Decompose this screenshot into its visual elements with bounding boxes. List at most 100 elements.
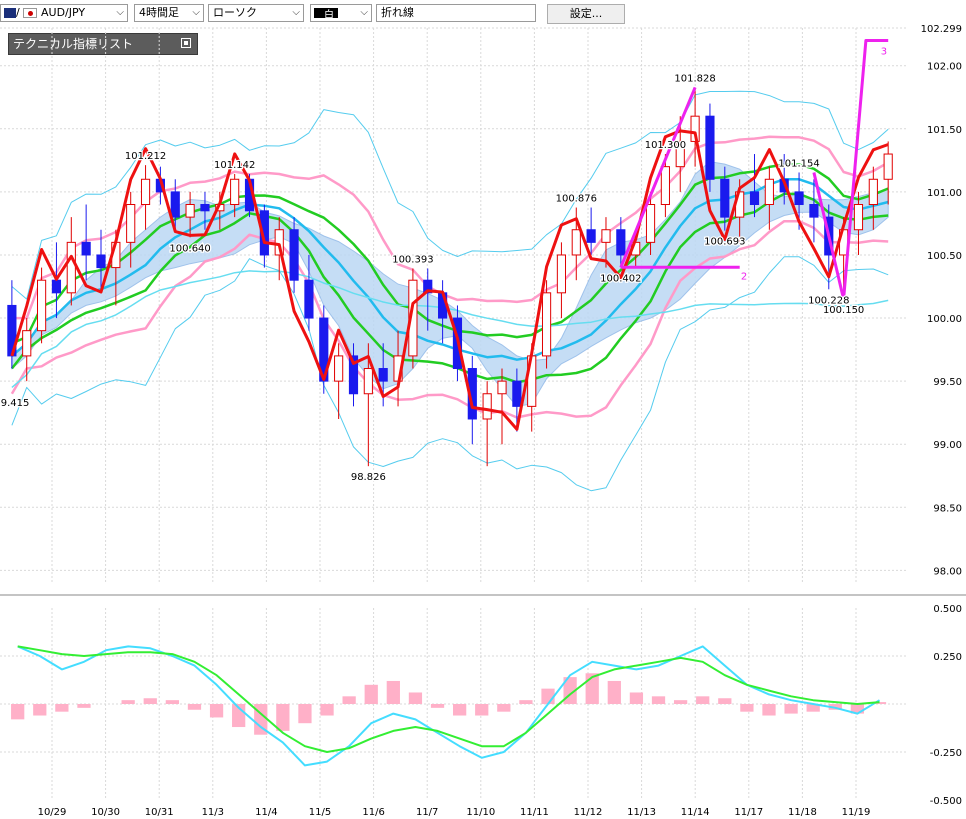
candle-body	[794, 191, 804, 206]
candle	[363, 343, 373, 467]
x-tick-label: 11/18	[788, 807, 817, 818]
candle-body	[452, 317, 463, 370]
candle-body	[274, 229, 284, 256]
x-tick-label: 10/31	[145, 807, 174, 818]
candle	[541, 280, 552, 369]
candle	[749, 154, 760, 218]
y-axis-labels: 102.299102.00101.50101.00100.50100.0099.…	[921, 24, 962, 807]
currency-pair-select[interactable]: / AUD/JPY ⌵	[0, 4, 128, 22]
cloud-area	[11, 161, 889, 407]
candle-body	[22, 330, 32, 357]
settings-button[interactable]: 設定...	[547, 4, 625, 24]
technical-indicator-list[interactable]: テクニカル指標リスト	[8, 33, 198, 55]
candle	[645, 191, 656, 255]
candle	[215, 191, 225, 230]
macd-histogram-bar	[629, 692, 644, 704]
candle	[616, 217, 626, 268]
candle-body	[37, 279, 47, 332]
macd-y-tick-label: -0.250	[930, 748, 962, 759]
macd-histogram-bar	[607, 680, 621, 704]
y-tick-label: 102.00	[927, 62, 962, 73]
price-annotation: 98.826	[351, 472, 386, 483]
macd-histogram-bar	[342, 696, 356, 704]
candle	[170, 179, 180, 230]
candle-body	[735, 191, 745, 218]
candle-body	[230, 178, 240, 206]
interval-select[interactable]: 4時間足 ⌵	[134, 4, 204, 22]
x-tick-label: 11/10	[466, 807, 495, 818]
red-indicator-line	[10, 129, 889, 431]
indicator-field[interactable]: 折れ線	[376, 4, 536, 22]
x-axis-labels: 10/29 10/30 10/31 11/3 11/4 11/5 11/6 11/7 11/10…	[38, 807, 871, 818]
technical-indicator-title: テクニカル指標リスト	[13, 37, 134, 51]
candle-body	[319, 317, 329, 382]
candle-body	[423, 279, 433, 294]
candle-body	[200, 204, 210, 212]
macd-histogram-bar	[673, 700, 688, 704]
candle-body	[378, 368, 388, 382]
chevron-down-icon: ⌵	[192, 7, 200, 18]
candle	[839, 217, 849, 300]
candle	[393, 330, 403, 407]
macd-histogram-bar	[276, 704, 290, 731]
candle	[853, 191, 864, 255]
candle	[720, 166, 730, 231]
wave-final-line	[842, 39, 889, 300]
candle	[512, 368, 522, 432]
candle	[586, 207, 596, 255]
candle-body	[467, 368, 477, 420]
candle	[274, 217, 284, 281]
candle	[111, 229, 121, 306]
macd-histogram-bar	[232, 704, 246, 728]
macd-histogram-bar	[55, 704, 69, 712]
candlesticks	[7, 87, 893, 467]
toolbar: / AUD/JPY ⌵ 4時間足 ⌵ ローソク ⌵ 白 ⌵ 折れ線 設定...	[0, 0, 966, 28]
candle	[675, 116, 685, 192]
y-tick-label: 101.00	[927, 188, 962, 199]
macd-y-tick-label: 0.250	[933, 652, 962, 663]
candle	[452, 305, 463, 382]
x-tick-label: 11/7	[416, 807, 438, 818]
candle	[497, 368, 507, 445]
macd-histogram-bar	[850, 704, 865, 714]
price-annotation: 100.876	[556, 194, 597, 205]
color-select[interactable]: 白 ⌵	[310, 4, 372, 22]
chart-style-select[interactable]: ローソク ⌵	[208, 4, 304, 22]
indicator-label: 折れ線	[381, 6, 414, 19]
candle	[631, 229, 641, 268]
price-annotation: 101.300	[645, 140, 686, 151]
candle-body	[839, 229, 849, 256]
macd-histogram-bar	[585, 673, 599, 704]
candle	[735, 179, 745, 243]
candle	[22, 318, 32, 382]
macd-y-tick-label: 0.500	[933, 604, 962, 615]
macd-histogram-bar	[187, 704, 202, 710]
candle-body	[601, 229, 611, 243]
candle-body	[438, 292, 448, 319]
candle	[185, 191, 195, 238]
candle	[601, 217, 611, 268]
candle-body	[170, 191, 180, 218]
y-tick-label: 99.00	[933, 440, 962, 451]
x-tick-label: 11/13	[627, 807, 656, 818]
y-tick-label: 98.50	[933, 503, 962, 514]
candle-body	[126, 204, 136, 243]
japan-flag-icon	[23, 8, 37, 18]
candle	[126, 191, 136, 268]
macd-histogram-bar	[541, 688, 555, 704]
y-tick-label: 101.50	[927, 125, 962, 136]
candle	[81, 204, 91, 281]
x-tick-label: 11/5	[309, 807, 331, 818]
candle-body	[556, 254, 567, 294]
candle-body	[215, 204, 225, 212]
macd-histogram-bar	[33, 704, 47, 716]
chart-style-label: ローソク	[213, 6, 257, 19]
candle-body	[705, 115, 715, 180]
minimize-icon[interactable]	[181, 38, 191, 48]
candle	[824, 204, 834, 290]
macd-histogram-bar	[386, 680, 400, 704]
candle	[883, 141, 893, 205]
macd-histogram-bar	[453, 704, 467, 716]
bb-upper-2sigma	[11, 90, 889, 300]
macd-histogram-bar	[143, 698, 157, 704]
